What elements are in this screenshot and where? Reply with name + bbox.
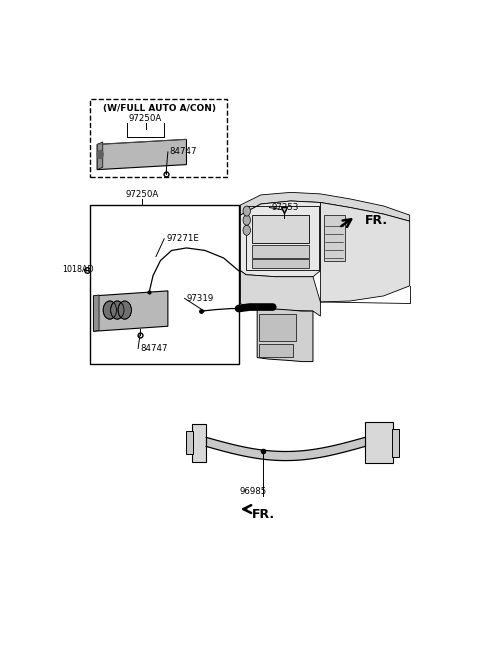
Text: 97319: 97319 bbox=[186, 294, 214, 303]
Bar bbox=[365, 422, 393, 462]
Circle shape bbox=[243, 206, 251, 216]
Bar bbox=[252, 259, 309, 268]
Bar bbox=[186, 431, 193, 453]
Polygon shape bbox=[97, 142, 103, 170]
Text: FR.: FR. bbox=[252, 508, 275, 521]
Bar bbox=[90, 99, 228, 177]
Circle shape bbox=[103, 301, 117, 319]
Text: FR.: FR. bbox=[365, 214, 388, 227]
Text: 97250A: 97250A bbox=[129, 113, 162, 123]
Text: 1018AD: 1018AD bbox=[62, 265, 94, 274]
Text: 96985: 96985 bbox=[240, 487, 267, 497]
Polygon shape bbox=[240, 201, 321, 277]
Bar bbox=[90, 205, 239, 364]
Circle shape bbox=[243, 225, 251, 236]
Circle shape bbox=[110, 301, 124, 319]
Circle shape bbox=[118, 301, 132, 319]
Polygon shape bbox=[97, 139, 186, 170]
Bar bbox=[252, 245, 309, 258]
Polygon shape bbox=[321, 203, 410, 302]
Polygon shape bbox=[94, 291, 168, 331]
Polygon shape bbox=[240, 192, 410, 221]
Circle shape bbox=[97, 150, 103, 159]
Text: 97271E: 97271E bbox=[166, 234, 199, 243]
Bar bbox=[192, 424, 206, 462]
Polygon shape bbox=[240, 271, 321, 316]
Polygon shape bbox=[94, 295, 99, 331]
Circle shape bbox=[243, 215, 251, 225]
Text: 97250A: 97250A bbox=[125, 190, 158, 199]
Bar bbox=[259, 344, 292, 357]
Bar bbox=[252, 215, 309, 243]
Bar bbox=[324, 215, 345, 260]
Bar bbox=[392, 429, 398, 457]
Text: (W/FULL AUTO A/CON): (W/FULL AUTO A/CON) bbox=[103, 104, 216, 113]
Text: 84747: 84747 bbox=[170, 148, 197, 157]
Polygon shape bbox=[257, 307, 313, 361]
Text: 84747: 84747 bbox=[140, 344, 168, 353]
Text: 97253: 97253 bbox=[271, 203, 299, 212]
Bar bbox=[259, 314, 296, 341]
